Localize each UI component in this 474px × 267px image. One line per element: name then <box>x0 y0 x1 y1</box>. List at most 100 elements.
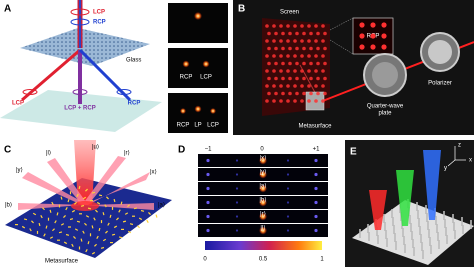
beam <box>22 172 88 205</box>
axis-label: x <box>469 158 472 164</box>
spot <box>235 215 239 218</box>
spot-label: LCP <box>207 123 219 129</box>
spot <box>286 159 290 162</box>
meta-atom <box>85 215 90 218</box>
meta-atom <box>87 207 92 210</box>
spot <box>370 33 376 39</box>
row-label: |x⟩ <box>260 155 267 162</box>
meta-atom <box>148 212 151 215</box>
spot-label: RCP <box>177 123 190 129</box>
spot <box>323 31 327 36</box>
meta-atom <box>138 217 143 221</box>
spot <box>274 91 278 96</box>
spot <box>288 91 292 96</box>
meta-atom <box>85 188 88 192</box>
meta-atom <box>40 215 43 219</box>
meta-atom <box>29 228 32 232</box>
meta-atom <box>57 239 60 241</box>
beam-spot <box>71 201 99 211</box>
label: Quarter-wave <box>367 104 404 110</box>
spot <box>286 69 290 73</box>
meta-atom <box>85 249 88 253</box>
spot <box>206 228 210 233</box>
meta-atom <box>71 243 74 247</box>
panel-a: A LCP RCP Glass LCP LCP + RCP RCP <box>0 0 162 132</box>
meta-atom <box>102 212 105 216</box>
spot <box>272 99 276 103</box>
spot <box>279 84 283 88</box>
spot <box>307 84 311 88</box>
colorbar-tick: 1 <box>320 257 324 263</box>
meta-atom <box>113 225 118 229</box>
spot <box>321 69 325 73</box>
meta-atom <box>58 231 63 234</box>
meta-atom <box>91 225 94 229</box>
meta-atom <box>45 225 48 229</box>
beam <box>18 203 88 210</box>
spot <box>286 39 290 43</box>
meta-atom <box>67 199 70 203</box>
meta-atom <box>109 214 112 218</box>
polarization-ring <box>116 89 132 95</box>
spot-image <box>168 93 228 133</box>
spot <box>309 61 313 66</box>
spot <box>323 46 327 51</box>
panel-b: B Screen RCP Metasurface Quarter-wave pl… <box>233 0 474 135</box>
spot <box>316 61 320 66</box>
spot <box>274 46 278 51</box>
beam <box>78 48 132 102</box>
spot <box>302 76 306 81</box>
polarization-ring <box>70 8 90 16</box>
meta-atom <box>132 215 135 217</box>
spot <box>295 76 299 81</box>
meta-atom <box>106 196 109 200</box>
panel-label: D <box>178 145 185 156</box>
meta-atom <box>94 243 97 247</box>
spot <box>381 33 387 39</box>
meta-atom <box>36 230 39 234</box>
spot <box>316 31 320 36</box>
state-label: |x⟩ <box>150 169 157 176</box>
meta-atom <box>49 209 52 213</box>
meta-atom <box>89 233 92 237</box>
meta-atom <box>43 233 46 237</box>
meta-atom <box>68 226 71 228</box>
meta-atom <box>71 209 76 213</box>
spot <box>235 187 239 190</box>
label: Polarizer <box>428 81 452 87</box>
spot <box>314 172 318 177</box>
spot <box>314 84 318 88</box>
spot <box>300 24 304 28</box>
meta-atom <box>122 220 127 223</box>
spot <box>279 54 283 58</box>
screen <box>262 18 330 116</box>
meta-atom <box>65 207 68 211</box>
colorbar-tick: 0.5 <box>259 257 268 263</box>
panel-label: A <box>4 4 11 15</box>
panel-label: E <box>350 147 357 158</box>
meta-atom <box>87 241 90 245</box>
meta-atom <box>60 223 65 226</box>
meta-atom <box>56 212 59 216</box>
spot <box>286 24 290 28</box>
spot <box>206 158 210 163</box>
label: Metasurface <box>45 259 79 265</box>
meta-atom <box>100 246 105 249</box>
spot <box>321 84 325 88</box>
axis-label: y <box>444 166 447 172</box>
spot <box>309 31 313 36</box>
spot-images: RCP LCP RCP LP LCP <box>168 3 228 133</box>
spot <box>265 84 269 88</box>
spot <box>286 173 290 176</box>
spot <box>235 229 239 232</box>
spot <box>286 215 290 218</box>
spot <box>281 91 285 96</box>
meta-atom <box>63 215 66 218</box>
spot <box>286 229 290 232</box>
meta-atom <box>107 222 110 226</box>
row-label: |y⟩ <box>260 169 267 176</box>
spot <box>194 12 202 20</box>
order-label: +1 <box>313 147 321 153</box>
panel-label: C <box>4 145 11 156</box>
spot <box>321 24 325 28</box>
